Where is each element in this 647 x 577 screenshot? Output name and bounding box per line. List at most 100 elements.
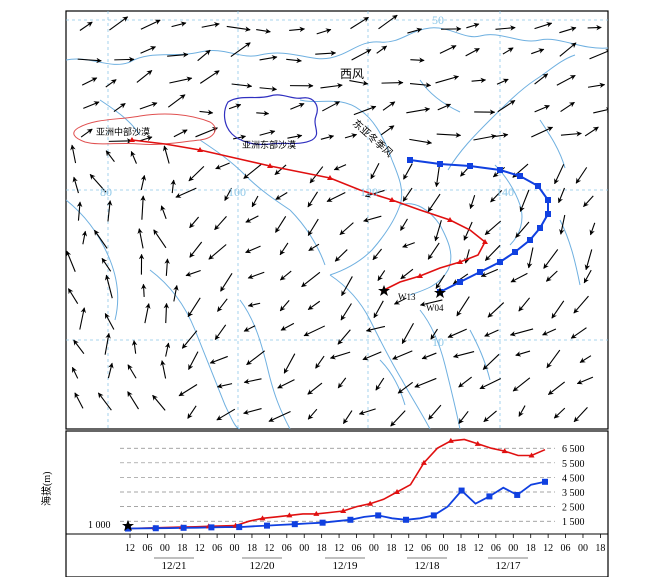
wind-arrow — [410, 57, 425, 63]
wind-arrow — [365, 325, 386, 333]
wind-arrow — [104, 332, 111, 355]
wind-arrow — [584, 126, 599, 137]
wind-arrow — [484, 244, 501, 261]
wind-arrow — [197, 49, 211, 62]
wind-arrow — [439, 45, 457, 54]
wind-arrow — [587, 82, 606, 89]
profile-point — [375, 512, 382, 519]
wind-arrow — [390, 410, 406, 427]
wind-arrow — [560, 101, 575, 112]
wind-arrow — [185, 269, 201, 277]
wind-arrow — [245, 245, 261, 254]
label-central-asian-desert: 亚洲中部沙漠 — [96, 126, 150, 137]
wind-arrow — [545, 270, 558, 282]
wind-arrow — [130, 150, 137, 164]
wind-arrow — [409, 82, 432, 88]
trajectory-w04-point — [517, 173, 523, 179]
wind-arrow — [358, 408, 376, 416]
lat-label-10: 10 — [432, 335, 444, 349]
wind-arrow — [363, 215, 382, 223]
wind-arrow — [482, 353, 500, 370]
wind-arrow — [382, 101, 396, 111]
profile-point — [347, 516, 354, 523]
wind-arrow — [209, 355, 228, 364]
profile-point — [403, 516, 409, 523]
wind-arrow — [435, 274, 445, 289]
profile-y-tick-label: 1 500 — [562, 517, 585, 528]
wind-arrow — [465, 48, 480, 57]
wind-arrow — [169, 76, 193, 84]
wind-arrow — [480, 268, 499, 277]
trajectory-w13-point — [327, 175, 333, 180]
profile-date-labels: 12/21 12/20 12/19 12/18 12/17 — [154, 557, 528, 572]
profile-w13-line — [127, 438, 546, 530]
wind-arrow — [144, 303, 151, 324]
wind-arrow — [453, 351, 475, 359]
wind-arrow — [178, 384, 198, 397]
wind-arrow — [509, 328, 534, 337]
profile-point — [152, 525, 159, 532]
profile-point — [367, 500, 374, 506]
wind-arrow — [140, 174, 147, 191]
profile-point — [430, 512, 437, 519]
profile-hour-tick-label: 00 — [439, 543, 449, 554]
site-w13-marker — [378, 285, 390, 296]
wind-arrow — [340, 303, 352, 321]
trajectory-w13-point — [389, 197, 395, 202]
map-panel: 80 100 120 140 50 30 10 西风 亚洲中部沙漠 亚洲东部沙漠… — [65, 10, 609, 430]
wind-arrow — [375, 377, 385, 391]
wind-arrow — [137, 228, 144, 249]
wind-arrow — [519, 189, 530, 212]
wind-arrow — [71, 366, 79, 379]
wind-arrow — [464, 249, 470, 264]
profile-hour-tick-label: 00 — [160, 543, 170, 554]
wind-arrow — [351, 49, 372, 61]
wind-arrow — [93, 229, 108, 249]
profile-hour-tick-label: 12 — [473, 543, 483, 554]
profile-y-tick-label: 6 500 — [562, 444, 585, 455]
profile-hour-tick-label: 12 — [543, 543, 553, 554]
wind-arrow — [315, 355, 325, 369]
wind-arrow — [89, 173, 107, 193]
wind-arrow — [584, 249, 593, 271]
profile-hour-tick-label: 18 — [386, 543, 396, 554]
wind-arrow — [575, 167, 588, 184]
wind-arrow — [510, 272, 528, 283]
profile-y-tick-label: 4 500 — [562, 473, 585, 484]
wind-arrow — [487, 302, 505, 318]
wind-arrow — [66, 250, 76, 272]
wind-arrow — [226, 25, 251, 32]
profile-point — [208, 524, 215, 531]
profile-y-tick-label: 5 500 — [562, 459, 585, 470]
wind-arrow — [414, 377, 437, 388]
wind-arrow — [152, 394, 166, 411]
wind-arrow — [245, 215, 259, 223]
wind-arrow — [251, 195, 259, 208]
profile-hour-tick-label: 06 — [142, 543, 152, 554]
wind-arrow — [337, 329, 351, 345]
wind-arrow — [341, 276, 353, 297]
trajectory-w13-point — [267, 163, 273, 168]
wind-arrow — [139, 135, 153, 142]
wind-arrow — [339, 222, 354, 236]
profile-date-label: 12/19 — [332, 560, 358, 572]
wind-arrow — [484, 329, 499, 337]
wind-arrow — [406, 106, 431, 114]
wind-arrow — [162, 145, 170, 164]
wind-arrow — [307, 191, 319, 208]
wind-arrow — [515, 221, 530, 238]
site-w04-marker — [434, 287, 446, 298]
wind-arrow — [195, 127, 218, 138]
trajectory-w04-point — [527, 237, 533, 243]
wind-arrow — [315, 50, 337, 56]
wind-arrow — [458, 410, 469, 424]
wind-arrow — [402, 187, 413, 202]
wind-arrow — [259, 55, 278, 61]
profile-point — [319, 519, 326, 526]
wind-arrow — [243, 325, 256, 332]
profile-y-axis-label: 海拔(m) — [40, 472, 53, 506]
wind-arrow — [74, 392, 84, 409]
wind-arrow — [557, 187, 566, 204]
trajectory-w04-point — [545, 197, 551, 203]
profile-point — [125, 525, 131, 532]
